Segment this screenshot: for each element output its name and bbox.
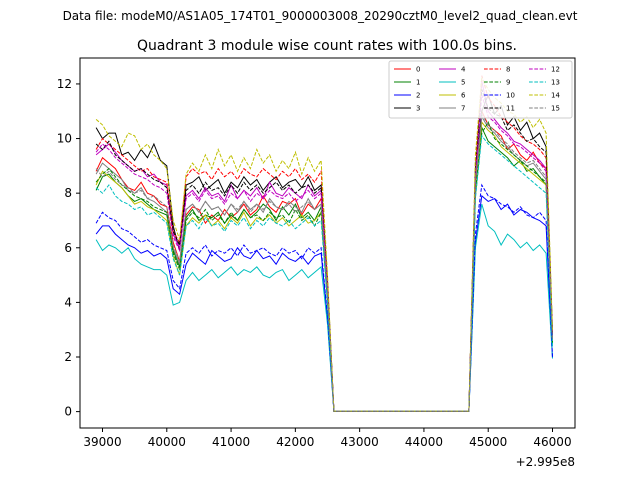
legend-label-15: 15 [551,105,560,113]
legend-label-11: 11 [506,105,515,113]
plot-background [80,58,575,428]
y-tick-label: 4 [64,295,72,309]
legend-frame [388,60,573,119]
suptitle: Data file: modeM0/AS1A05_174T01_90000030… [63,9,578,23]
legend-label-8: 8 [506,66,510,74]
series-line-11 [95,89,553,412]
legend-label-7: 7 [461,105,465,113]
x-tick-label: 41000 [212,435,250,449]
series-line-13 [95,134,553,412]
x-tick-label: 39000 [83,435,121,449]
x-offset-label: +2.995e8 [516,455,575,469]
legend-label-12: 12 [551,66,560,74]
y-tick-label: 6 [64,241,72,255]
y-tick-label: 2 [64,350,72,364]
y-tick-label: 8 [64,186,72,200]
series-line-12 [95,94,553,412]
x-tick-label: 46000 [533,435,571,449]
legend-label-10: 10 [506,92,515,100]
legend-label-14: 14 [551,92,560,100]
plot-frame [79,57,576,429]
series-line-7 [95,115,553,412]
series-layer [95,75,553,412]
series-line-15 [95,112,553,412]
chart-title: Quadrant 3 module wise count rates with … [137,38,517,54]
legend-label-6: 6 [461,92,466,100]
x-tick-label: 42000 [276,435,314,449]
y-tick-label: 12 [57,77,72,91]
legend-label-9: 9 [506,79,510,87]
legend-label-2: 2 [416,92,420,100]
x-tick-label: 45000 [469,435,507,449]
y-tick-label: 0 [64,405,72,419]
legend-label-13: 13 [551,79,560,87]
legend-label-0: 0 [416,66,420,74]
legend-label-4: 4 [461,66,466,74]
series-line-14 [95,76,553,412]
series-line-5 [95,203,553,412]
x-tick-label: 43000 [341,435,379,449]
series-line-10 [95,183,553,412]
legend-label-3: 3 [416,105,420,113]
x-tick-label: 44000 [405,435,443,449]
y-tick-label: 10 [57,132,72,146]
x-tick-label: 40000 [148,435,186,449]
axes: 39000 40000 41000 42000 43000 44000 45000 46000… [57,77,572,449]
legend-label-5: 5 [461,79,465,87]
legend-label-1: 1 [416,79,420,87]
